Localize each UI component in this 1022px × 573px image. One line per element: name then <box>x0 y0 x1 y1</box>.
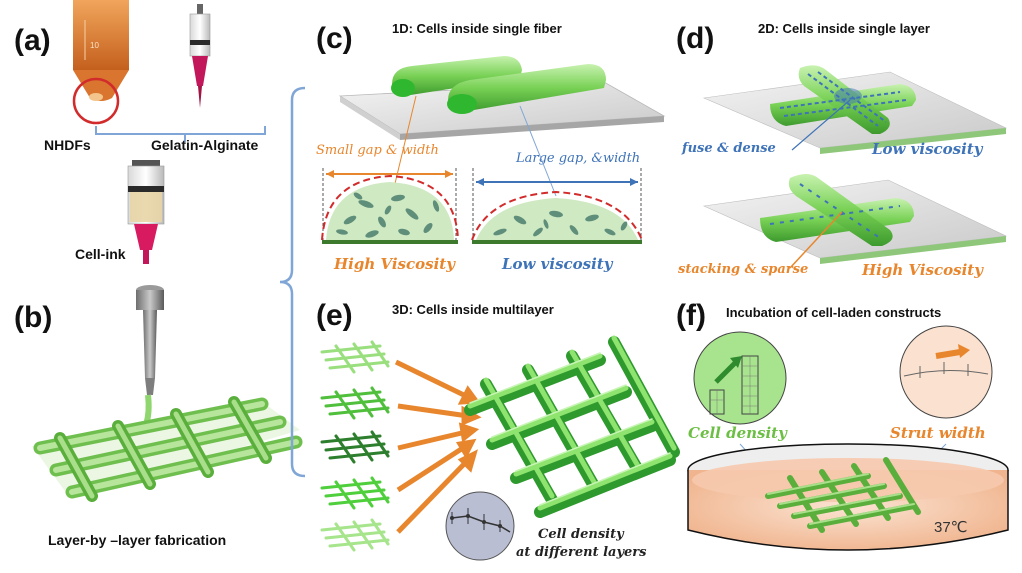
cell-ink-label: Cell-ink <box>75 246 126 262</box>
cell-density-layers-line1: Cell density <box>538 527 625 542</box>
merge-bracket <box>95 126 266 142</box>
panel-b: (b) <box>14 285 303 548</box>
gelatin-alginate-label: Gelatin-Alginate <box>151 137 259 153</box>
low-viscosity-label: Low viscosity <box>501 255 614 273</box>
panel-a-letter: (a) <box>14 24 51 57</box>
grouping-bracket <box>279 86 306 478</box>
strut-width-inset <box>899 325 993 419</box>
petri-dish-illustration <box>687 443 1009 551</box>
panel-f-title: Incubation of cell-laden constructs <box>726 305 941 320</box>
layer-stack-illustration <box>320 340 390 552</box>
panel-e-title: 3D: Cells inside multilayer <box>392 302 554 317</box>
panel-d: (d) 2D: Cells inside single layer fuse &… <box>676 21 1008 279</box>
cell-density-inset <box>693 331 787 425</box>
panel-f-letter: (f) <box>676 299 706 332</box>
high-viscosity-cross-section <box>321 168 459 244</box>
nhdfs-label: NHDFs <box>44 137 91 153</box>
cell-pellet-highlight <box>72 77 120 125</box>
panel-e-letter: (e) <box>316 299 353 332</box>
fuse-dense-note: fuse & dense <box>681 141 776 156</box>
assembly-arrows <box>394 359 482 534</box>
printed-lattice-illustration <box>32 396 303 502</box>
panel-c-title: 1D: Cells inside single fiber <box>392 21 562 36</box>
cell-ink-syringe-illustration <box>127 160 165 264</box>
layer-density-inset <box>445 491 515 561</box>
strut-width-label: Strut width <box>890 424 986 442</box>
panel-b-letter: (b) <box>14 301 52 334</box>
cell-tube-illustration: 10 <box>72 0 129 125</box>
large-gap-annotation: Large gap, &width <box>515 151 640 166</box>
temperature-label: 37℃ <box>934 519 968 536</box>
cell-density-label: Cell density <box>688 424 788 442</box>
small-gap-annotation: Small gap & width <box>316 143 439 158</box>
stacked-cross-illustration <box>702 174 1008 264</box>
low-viscosity-label-d: Low viscosity <box>871 140 984 158</box>
panel-d-letter: (d) <box>676 22 714 55</box>
high-viscosity-label-d: High Viscosity <box>861 261 984 279</box>
panel-e: (e) 3D: Cells inside multilayer <box>316 299 680 561</box>
panel-f: (f) Incubation of cell-laden constructs <box>676 299 1009 551</box>
low-viscosity-cross-section <box>471 168 643 244</box>
single-fiber-pair-illustration <box>391 56 606 114</box>
high-viscosity-label: High Viscosity <box>333 255 456 273</box>
layer-by-layer-caption: Layer-by –layer fabrication <box>48 532 226 548</box>
print-nozzle-illustration <box>136 285 164 426</box>
panel-a: (a) 10 NHDFs Gelatin-Alginate <box>14 0 266 264</box>
fused-cross-illustration <box>702 65 1008 154</box>
stacking-sparse-note: stacking & sparse <box>678 262 808 277</box>
panel-c-letter: (c) <box>316 22 353 55</box>
cell-density-layers-line2: at different layers <box>516 545 647 560</box>
gelatin-syringe-illustration <box>189 4 211 108</box>
assembled-scaffold-illustration <box>464 335 680 518</box>
panel-d-title: 2D: Cells inside single layer <box>758 21 930 36</box>
svg-text:10: 10 <box>90 41 99 50</box>
panel-c: (c) 1D: Cells inside single fiber Small … <box>316 21 666 273</box>
